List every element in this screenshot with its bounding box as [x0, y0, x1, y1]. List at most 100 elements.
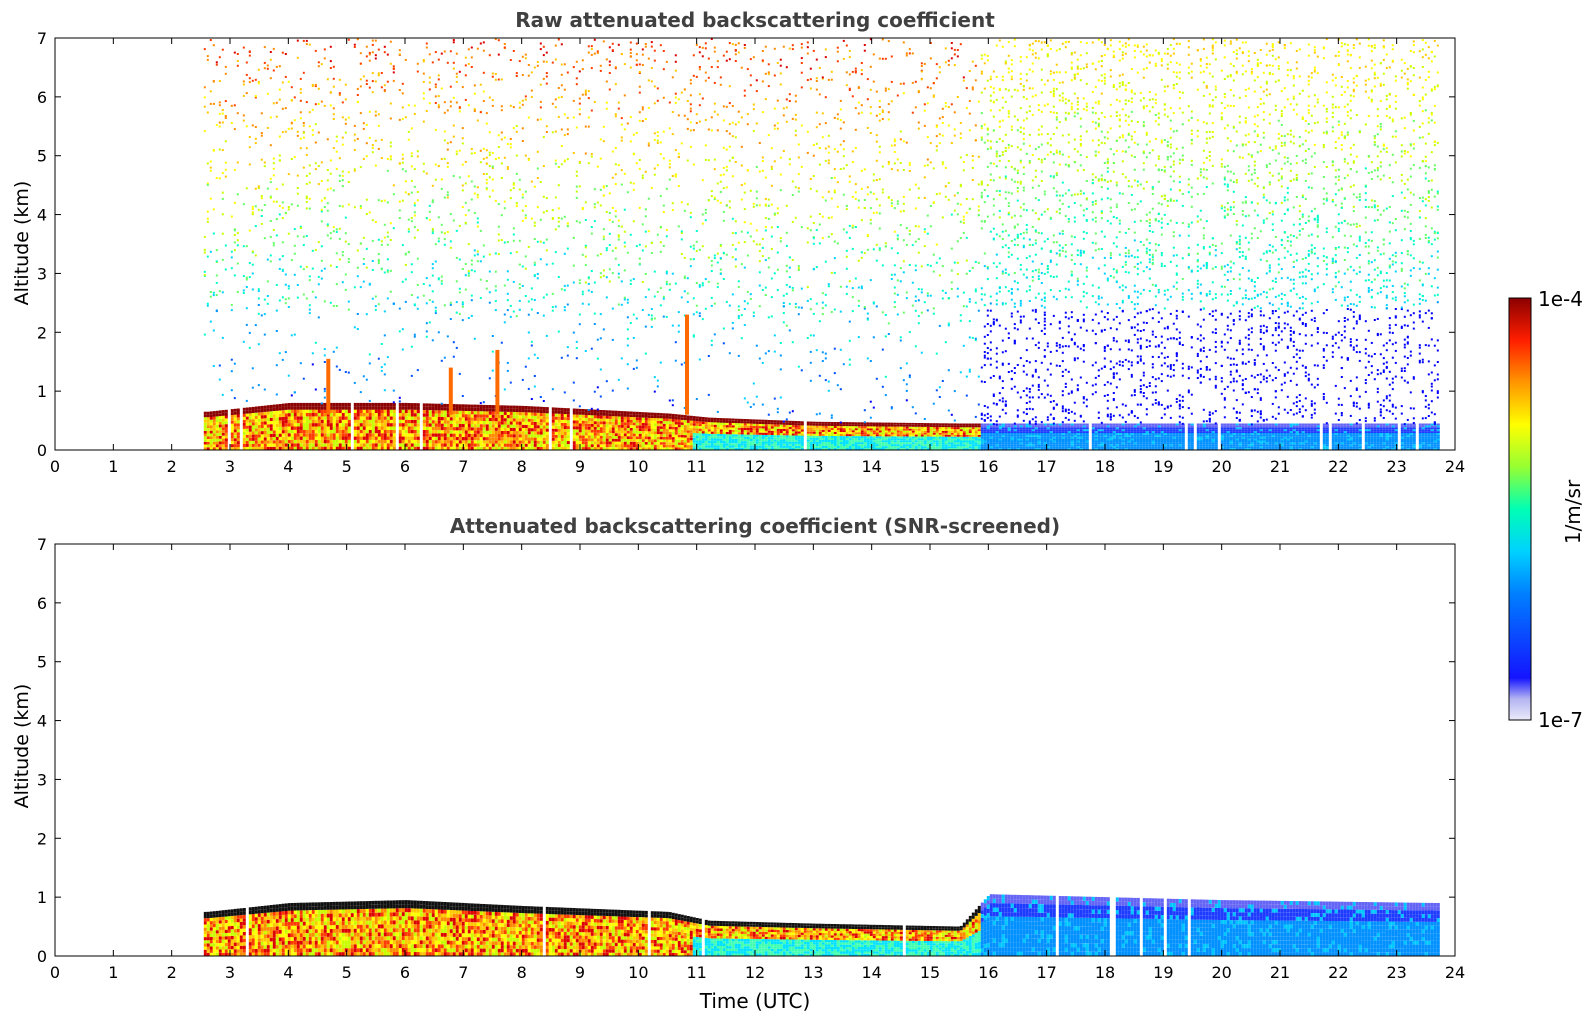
heatmap-cell	[365, 83, 368, 85]
heatmap-cell	[236, 417, 240, 421]
heatmap-cell	[566, 222, 569, 225]
heatmap-cell	[758, 170, 761, 173]
heatmap-cell	[590, 412, 594, 416]
heatmap-cell	[269, 51, 272, 53]
heatmap-cell	[560, 447, 564, 450]
heatmap-cell	[401, 402, 405, 407]
heatmap-cell	[302, 377, 305, 380]
heatmap-cell	[677, 98, 680, 101]
heatmap-cell	[656, 442, 660, 445]
heatmap-cell	[362, 75, 365, 78]
heatmap-cell	[605, 80, 608, 83]
heatmap-cell	[314, 426, 318, 430]
heatmap-cell	[428, 76, 431, 79]
heatmap-cell	[293, 426, 297, 430]
heatmap-cell	[761, 50, 764, 52]
heatmap-cell	[281, 81, 284, 84]
heatmap-cell	[473, 212, 476, 214]
heatmap-cell	[716, 113, 719, 116]
heatmap-cell	[632, 436, 636, 439]
heatmap-cell	[800, 441, 804, 444]
heatmap-cell	[308, 164, 311, 167]
heatmap-cell	[623, 441, 627, 445]
heatmap-cell	[470, 404, 474, 408]
heatmap-cell	[257, 428, 261, 432]
heatmap-cell	[653, 138, 656, 141]
heatmap-cell	[719, 427, 723, 430]
heatmap-cell	[617, 416, 621, 420]
heatmap-cell	[707, 76, 710, 79]
heatmap-cell	[500, 430, 504, 435]
heatmap-cell	[296, 446, 300, 450]
heatmap-cell	[326, 224, 329, 227]
heatmap-cell	[245, 278, 248, 281]
heatmap-cell	[617, 43, 620, 46]
heatmap-cell	[398, 406, 402, 410]
heatmap-cell	[365, 439, 369, 444]
heatmap-cell	[410, 419, 414, 424]
heatmap-cell	[287, 416, 291, 420]
heatmap-cell	[578, 417, 582, 421]
heatmap-cell	[233, 228, 236, 231]
heatmap-cell	[653, 49, 656, 52]
heatmap-cell	[365, 155, 368, 158]
heatmap-cell	[791, 180, 794, 183]
heatmap-cell	[650, 428, 654, 432]
heatmap-cell	[689, 428, 693, 431]
heatmap-cell	[338, 419, 342, 424]
heatmap-cell	[275, 423, 279, 428]
heatmap-cell	[413, 429, 417, 434]
heatmap-cell	[770, 441, 774, 444]
heatmap-cell	[638, 243, 641, 246]
heatmap-cell	[425, 426, 429, 430]
heatmap-cell	[539, 425, 543, 429]
heatmap-cell	[677, 437, 681, 440]
heatmap-cell	[596, 444, 600, 448]
heatmap-cell	[728, 427, 732, 430]
heatmap-cell	[275, 420, 279, 424]
heatmap-cell	[689, 121, 692, 124]
heatmap-cell	[260, 314, 263, 317]
heatmap-cell	[743, 182, 746, 185]
heatmap-cell	[389, 413, 393, 417]
heatmap-cell	[701, 419, 705, 422]
heatmap-cell	[446, 196, 449, 199]
heatmap-cell	[572, 444, 576, 448]
heatmap-cell	[581, 417, 585, 421]
heatmap-cell	[521, 446, 525, 450]
heatmap-cell	[578, 414, 582, 418]
heatmap-cell	[653, 102, 656, 105]
heatmap-cell	[632, 133, 635, 136]
heatmap-cell	[401, 423, 405, 427]
heatmap-cell	[785, 244, 788, 247]
heatmap-cell	[245, 410, 249, 414]
heatmap-cell	[686, 422, 690, 426]
heatmap-cell	[467, 417, 471, 421]
heatmap-cell	[620, 123, 623, 126]
heatmap-cell	[488, 446, 492, 450]
heatmap-cell	[347, 116, 350, 119]
heatmap-cell	[278, 154, 281, 157]
heatmap-cell	[431, 61, 434, 64]
heatmap-cell	[209, 250, 212, 253]
heatmap-cell	[371, 409, 375, 413]
heatmap-cell	[467, 209, 470, 212]
heatmap-cell	[215, 281, 218, 284]
heatmap-cell	[335, 443, 339, 447]
heatmap-cell	[647, 447, 651, 450]
heatmap-cell	[521, 434, 525, 438]
heatmap-cell	[290, 203, 293, 206]
heatmap-cell	[203, 333, 206, 336]
heatmap-cell	[359, 413, 363, 417]
heatmap-cell	[443, 403, 447, 408]
heatmap-cell	[491, 434, 495, 438]
heatmap-cell	[800, 429, 804, 432]
heatmap-cell	[491, 427, 495, 431]
heatmap-cell	[617, 427, 621, 431]
heatmap-cell	[452, 355, 455, 358]
heatmap-cell	[413, 204, 416, 207]
heatmap-cell	[284, 440, 288, 444]
heatmap-cell	[332, 423, 336, 427]
heatmap-cell	[398, 402, 402, 407]
heatmap-cell	[467, 430, 471, 434]
